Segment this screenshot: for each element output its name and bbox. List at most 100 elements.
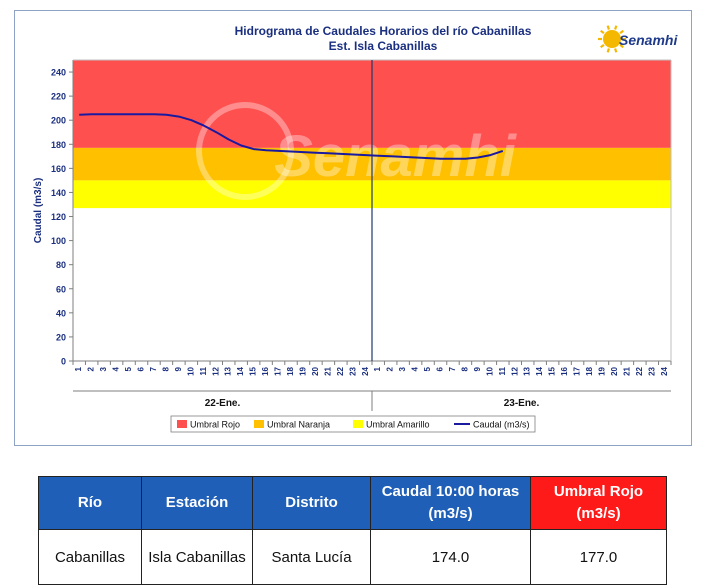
x-tick-label: 17 xyxy=(573,366,582,375)
x-tick-label: 6 xyxy=(436,366,445,371)
cell-caudal: 174.0 xyxy=(370,529,531,585)
x-tick-label: 24 xyxy=(660,366,669,375)
x-tick-label: 18 xyxy=(585,366,594,375)
header-distrito: Distrito xyxy=(252,476,371,530)
logo-ray-icon xyxy=(614,48,618,53)
legend-swatch xyxy=(353,420,363,428)
x-tick-label: 14 xyxy=(535,366,544,375)
x-tick-label: 5 xyxy=(124,366,133,371)
x-tick-label: 9 xyxy=(473,366,482,371)
cell-rio: Cabanillas xyxy=(38,529,142,585)
legend-swatch xyxy=(254,420,264,428)
legend-swatch xyxy=(177,420,187,428)
x-tick-label: 18 xyxy=(286,366,295,375)
x-tick-label: 23 xyxy=(348,366,357,375)
x-tick-label: 10 xyxy=(485,366,494,375)
x-tick-label: 13 xyxy=(224,366,233,375)
x-tick-label: 8 xyxy=(161,366,170,371)
day-label: 22-Ene. xyxy=(205,398,241,409)
x-tick-label: 17 xyxy=(274,366,283,375)
x-tick-label: 19 xyxy=(597,366,606,375)
x-tick-label: 14 xyxy=(236,366,245,375)
header-estacion: Estación xyxy=(141,476,253,530)
logo-text: Senamhi xyxy=(619,32,678,48)
legend-label: Umbral Naranja xyxy=(267,420,330,430)
y-tick-label: 220 xyxy=(51,92,66,102)
x-tick-label: 11 xyxy=(498,366,507,375)
x-tick-label: 21 xyxy=(323,366,332,375)
series-caudal-line xyxy=(79,113,504,160)
x-tick-label: 20 xyxy=(610,366,619,375)
chart-title: Hidrograma de Caudales Horarios del río … xyxy=(235,24,532,38)
legend-label: Umbral Amarillo xyxy=(366,420,430,430)
x-tick-label: 1 xyxy=(373,366,382,371)
chart-subtitle: Est. Isla Cabanillas xyxy=(329,39,438,53)
y-tick-label: 20 xyxy=(56,332,66,342)
x-tick-label: 20 xyxy=(311,366,320,375)
senamhi-logo: Senamhi xyxy=(598,25,678,53)
header-rio: Río xyxy=(38,476,142,530)
y-axis-label: Caudal (m3/s) xyxy=(33,178,44,244)
logo-ray-icon xyxy=(619,29,624,35)
cell-estacion: Isla Cabanillas xyxy=(141,529,253,585)
x-tick-label: 7 xyxy=(448,366,457,371)
y-tick-label: 80 xyxy=(56,260,66,270)
y-tick-label: 160 xyxy=(51,164,66,174)
logo-sun-icon xyxy=(603,30,621,48)
y-tick-label: 100 xyxy=(51,236,66,246)
x-tick-label: 12 xyxy=(211,366,220,375)
logo-ray-icon xyxy=(600,43,605,49)
header-caudal: Caudal 10:00 horas (m3/s) xyxy=(370,476,531,530)
cell-distrito: Santa Lucía xyxy=(252,529,371,585)
table-header-row: Río Estación Distrito Caudal 10:00 horas… xyxy=(38,476,667,530)
x-tick-label: 7 xyxy=(149,366,158,371)
cell-umbral-rojo: 177.0 xyxy=(530,529,667,585)
x-tick-label: 15 xyxy=(548,366,557,375)
x-tick-label: 2 xyxy=(87,366,96,371)
y-tick-label: 200 xyxy=(51,116,66,126)
x-tick-label: 21 xyxy=(622,366,631,375)
legend-label: Umbral Rojo xyxy=(190,420,240,430)
x-tick-label: 12 xyxy=(510,366,519,375)
x-tick-label: 2 xyxy=(386,366,395,371)
logo-ray-icon xyxy=(606,25,610,30)
y-tick-label: 240 xyxy=(51,68,66,78)
x-tick-label: 24 xyxy=(361,366,370,375)
x-tick-label: 10 xyxy=(186,366,195,375)
y-tick-label: 0 xyxy=(61,357,66,367)
logo-ray-icon xyxy=(606,48,610,53)
x-tick-label: 4 xyxy=(411,366,420,371)
x-tick-label: 9 xyxy=(174,366,183,371)
header-umbral-rojo: Umbral Rojo (m3/s) xyxy=(530,476,667,530)
chart-svg: Hidrograma de Caudales Horarios del río … xyxy=(33,24,678,433)
logo-ray-icon xyxy=(619,43,624,49)
x-tick-label: 23 xyxy=(647,366,656,375)
logo-ray-icon xyxy=(600,29,605,35)
station-table: Río Estación Distrito Caudal 10:00 horas… xyxy=(38,476,667,585)
x-tick-label: 22 xyxy=(336,366,345,375)
day-label: 23-Ene. xyxy=(504,398,540,409)
y-tick-label: 120 xyxy=(51,212,66,222)
legend-label: Caudal (m3/s) xyxy=(473,420,530,430)
y-tick-label: 140 xyxy=(51,188,66,198)
y-tick-label: 60 xyxy=(56,284,66,294)
x-tick-label: 11 xyxy=(199,366,208,375)
x-tick-label: 16 xyxy=(261,366,270,375)
x-tick-label: 6 xyxy=(137,366,146,371)
x-tick-label: 13 xyxy=(523,366,532,375)
table-row: Cabanillas Isla Cabanillas Santa Lucía 1… xyxy=(38,529,667,585)
logo-ray-icon xyxy=(614,25,618,30)
x-tick-label: 3 xyxy=(99,366,108,371)
y-tick-label: 180 xyxy=(51,140,66,150)
x-tick-label: 22 xyxy=(635,366,644,375)
hydrograph-chart: Hidrograma de Caudales Horarios del río … xyxy=(14,10,692,446)
y-tick-label: 40 xyxy=(56,308,66,318)
x-tick-label: 15 xyxy=(249,366,258,375)
x-tick-label: 4 xyxy=(112,366,121,371)
x-tick-label: 19 xyxy=(298,366,307,375)
x-tick-label: 1 xyxy=(74,366,83,371)
x-tick-label: 5 xyxy=(423,366,432,371)
x-tick-label: 8 xyxy=(460,366,469,371)
x-tick-label: 3 xyxy=(398,366,407,371)
x-tick-label: 16 xyxy=(560,366,569,375)
